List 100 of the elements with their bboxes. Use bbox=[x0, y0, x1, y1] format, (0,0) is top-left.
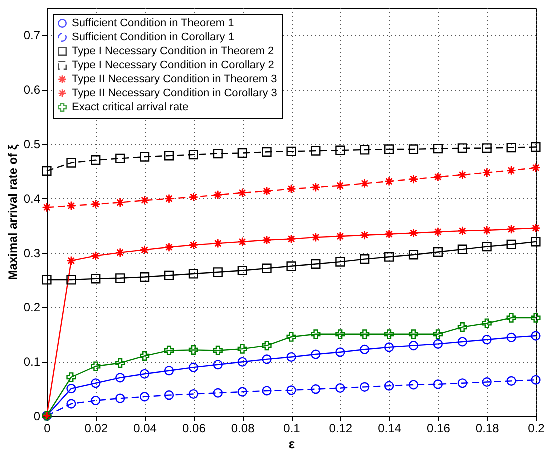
point bbox=[384, 230, 394, 240]
point bbox=[360, 145, 370, 155]
point bbox=[116, 248, 126, 258]
point bbox=[164, 270, 174, 280]
point bbox=[116, 394, 126, 404]
point bbox=[506, 376, 516, 386]
y-tick-label: 0.6 bbox=[24, 83, 41, 98]
point bbox=[91, 251, 101, 261]
point bbox=[116, 274, 126, 284]
point bbox=[262, 186, 272, 196]
point bbox=[408, 250, 419, 260]
point bbox=[531, 224, 541, 234]
point bbox=[116, 373, 126, 383]
point bbox=[91, 396, 101, 406]
point bbox=[408, 228, 419, 238]
point bbox=[433, 339, 443, 349]
point bbox=[140, 272, 150, 282]
x-tick-label: 0.02 bbox=[84, 422, 108, 436]
point bbox=[531, 313, 541, 323]
point bbox=[506, 313, 516, 323]
point bbox=[506, 224, 516, 234]
point bbox=[531, 331, 541, 341]
point bbox=[238, 344, 248, 354]
legend-label: Type I Necessary Condition in Theorem 2 bbox=[72, 46, 274, 58]
point bbox=[164, 366, 174, 376]
point bbox=[188, 240, 198, 250]
point bbox=[286, 262, 296, 272]
y-tick-label: 0.5 bbox=[24, 138, 41, 152]
point bbox=[164, 346, 174, 356]
point bbox=[360, 382, 370, 392]
point bbox=[458, 144, 468, 154]
point bbox=[164, 390, 174, 400]
point bbox=[433, 380, 443, 390]
point bbox=[506, 332, 516, 342]
x-tick-label: 0.1 bbox=[284, 422, 301, 436]
point bbox=[91, 200, 101, 210]
point bbox=[311, 146, 321, 156]
point bbox=[336, 348, 346, 358]
point bbox=[311, 259, 321, 270]
point bbox=[482, 168, 492, 178]
point bbox=[116, 358, 126, 368]
point bbox=[238, 266, 248, 276]
point bbox=[164, 194, 174, 204]
point bbox=[91, 156, 101, 166]
point bbox=[140, 245, 150, 255]
x-tick-label: 0 bbox=[44, 422, 52, 436]
point bbox=[458, 226, 468, 236]
point bbox=[311, 350, 321, 360]
point bbox=[140, 196, 150, 206]
point bbox=[482, 144, 492, 154]
point bbox=[42, 202, 52, 212]
x-tick-label: 0.12 bbox=[329, 422, 353, 436]
point bbox=[286, 146, 296, 156]
point bbox=[336, 232, 346, 242]
point bbox=[311, 330, 321, 340]
point bbox=[433, 247, 443, 258]
point bbox=[66, 384, 76, 394]
point bbox=[433, 330, 443, 340]
point bbox=[188, 362, 198, 372]
point bbox=[336, 330, 346, 340]
point bbox=[531, 237, 541, 247]
point bbox=[408, 341, 419, 351]
point bbox=[433, 172, 443, 182]
legend-label: Type I Necessary Condition in Corollary 2 bbox=[72, 60, 274, 72]
point bbox=[531, 375, 541, 385]
point bbox=[360, 330, 370, 340]
point bbox=[262, 341, 272, 351]
y-tick-label: 0.3 bbox=[24, 246, 41, 260]
legend-label: Exact critical arrival rate bbox=[72, 102, 189, 114]
point bbox=[188, 389, 198, 400]
point bbox=[506, 143, 516, 153]
point bbox=[482, 335, 492, 345]
point bbox=[188, 345, 198, 355]
y-tick-label: 0 bbox=[34, 410, 41, 424]
point bbox=[336, 383, 346, 394]
point bbox=[384, 144, 394, 154]
point bbox=[164, 242, 174, 252]
point bbox=[188, 269, 198, 279]
point bbox=[458, 378, 468, 388]
point bbox=[286, 332, 296, 342]
y-tick-label: 0.2 bbox=[24, 300, 41, 315]
point bbox=[384, 342, 394, 352]
point bbox=[531, 163, 541, 173]
y-tick-label: 0.7 bbox=[24, 28, 41, 43]
x-tick-label: 0.18 bbox=[476, 422, 500, 436]
point bbox=[238, 387, 248, 397]
point bbox=[91, 274, 101, 284]
point bbox=[213, 149, 223, 159]
x-tick-label: 0.14 bbox=[378, 422, 402, 436]
point bbox=[262, 236, 272, 246]
point bbox=[408, 174, 419, 184]
point bbox=[458, 322, 468, 332]
point bbox=[482, 226, 492, 236]
point bbox=[213, 190, 223, 200]
point bbox=[262, 147, 272, 157]
x-tick-label: 0.04 bbox=[134, 422, 158, 436]
point bbox=[213, 238, 223, 248]
point bbox=[336, 181, 346, 191]
x-axis-title: ε bbox=[288, 436, 296, 452]
point bbox=[66, 201, 76, 211]
